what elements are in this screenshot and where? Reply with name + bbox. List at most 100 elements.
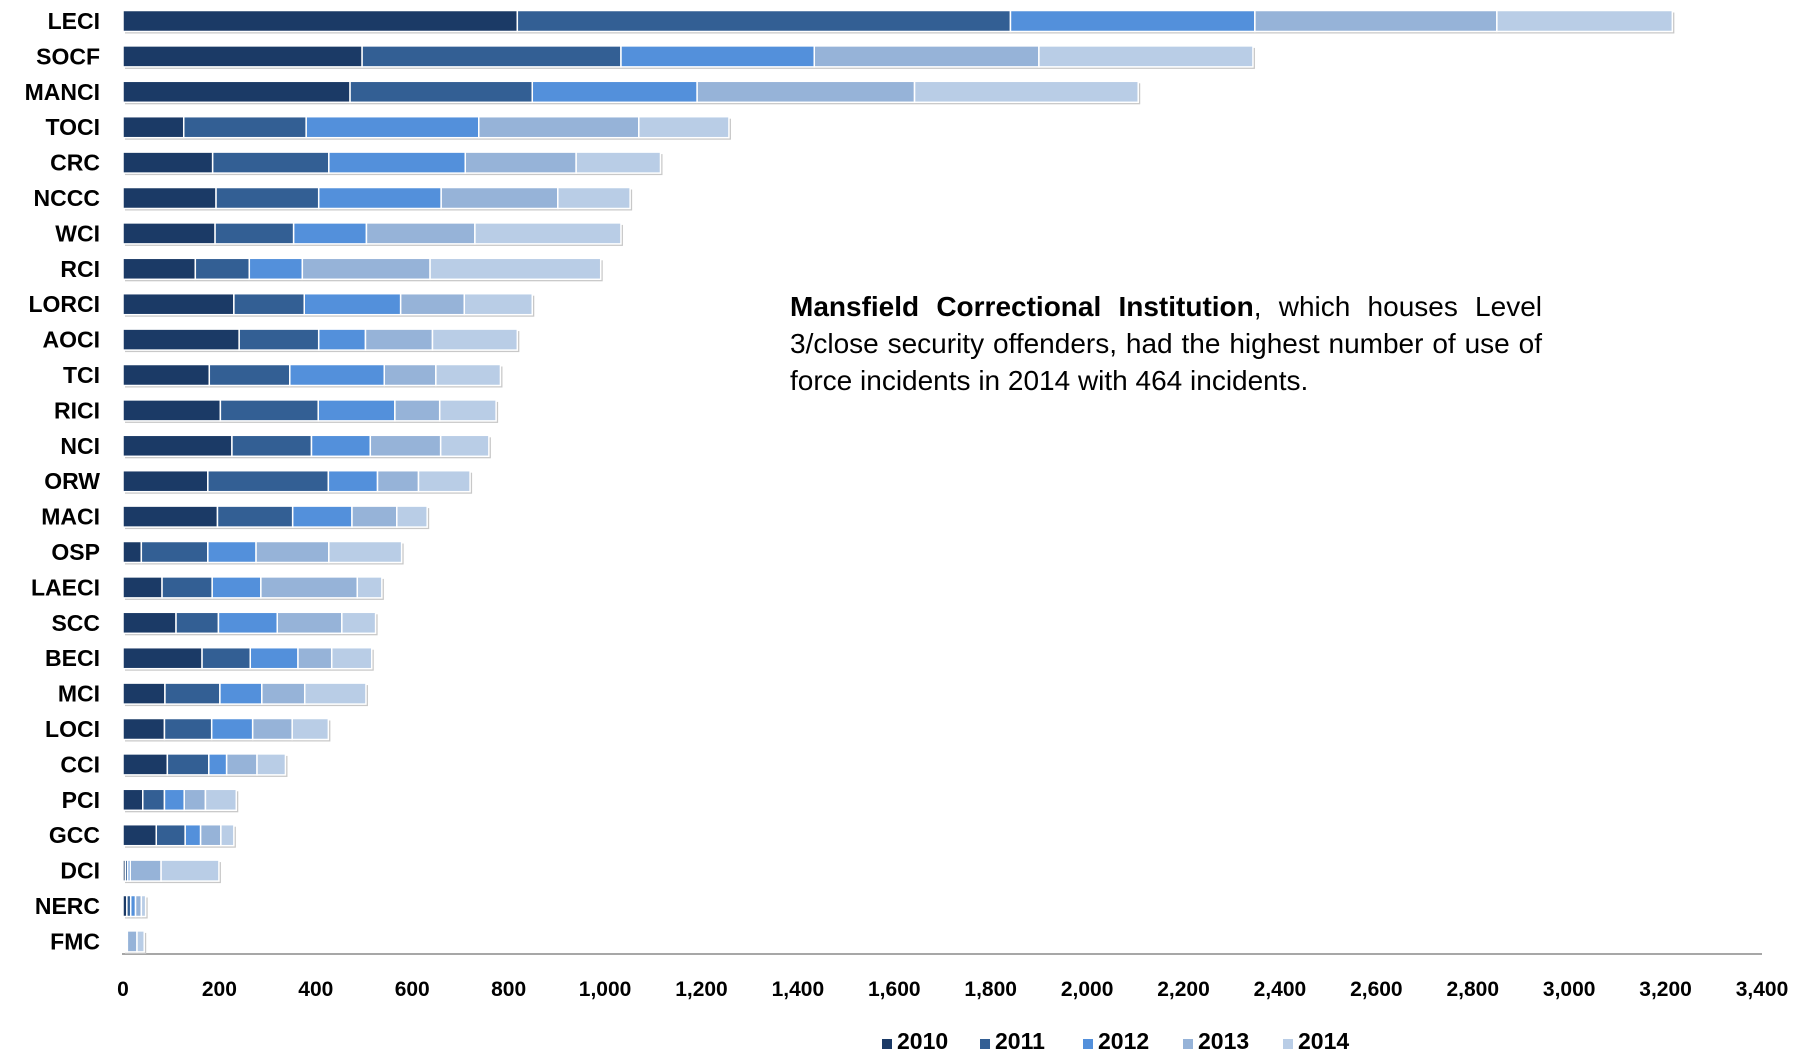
bar-leci-2011	[516, 9, 1012, 33]
x-tick-label: 1,800	[964, 978, 1017, 1001]
bar-scc-2012	[217, 611, 279, 635]
bar-tci-2014	[435, 363, 502, 387]
bar-maci-2012	[291, 505, 353, 528]
x-tick-label: 2,200	[1157, 978, 1210, 1001]
x-tick-label: 1,000	[579, 978, 632, 1001]
bar-mci-2014	[303, 682, 367, 705]
bar-loci-2010	[122, 717, 166, 741]
x-tick-label: 800	[491, 978, 526, 1001]
category-label: AOCI	[43, 327, 101, 353]
bar-tci-2010	[122, 363, 211, 387]
bar-loci-2012	[210, 717, 254, 741]
x-tick-label: 2,000	[1061, 978, 1114, 1001]
bar-crc-2014	[575, 151, 662, 174]
bar-osp-2012	[207, 540, 257, 564]
category-label: NERC	[35, 893, 100, 919]
bar-toci-2012	[305, 115, 480, 139]
x-tick-label: 1,400	[772, 978, 825, 1001]
bar-maci-2011	[216, 505, 294, 528]
bar-cci-2011	[166, 753, 210, 776]
bar-orw-2012	[327, 469, 379, 493]
category-label: FMC	[50, 928, 100, 954]
bar-maci-2014	[396, 505, 428, 528]
bar-wci-2014	[474, 222, 622, 245]
bar-crc-2010	[122, 151, 214, 174]
bar-laeci-2014	[356, 576, 383, 599]
annotation-body: , which houses Level 3/close security of…	[790, 291, 1542, 396]
bar-scc-2010	[122, 611, 177, 635]
category-label: ORW	[44, 468, 100, 494]
bar-beci-2011	[201, 646, 252, 670]
bar-wci-2012	[292, 222, 368, 245]
bar-aoci-2013	[364, 328, 434, 351]
bar-rici-2014	[438, 399, 497, 422]
bar-gcc-2010	[122, 823, 158, 847]
x-tick-label: 2,600	[1350, 978, 1403, 1001]
bar-mci-2011	[164, 682, 221, 705]
category-label: LAECI	[31, 574, 100, 600]
category-label: BECI	[45, 645, 100, 671]
category-label: LORCI	[28, 291, 100, 317]
bar-leci-2014	[1496, 9, 1674, 33]
bar-fmc-2014	[136, 930, 145, 953]
bar-lorci-2014	[463, 292, 534, 316]
x-tick-label: 2,400	[1254, 978, 1307, 1001]
bar-beci-2013	[297, 646, 333, 670]
bar-rici-2011	[219, 399, 319, 422]
x-tick-labels: 0 200 400 600 800 1,000 1,200 1,400 1,600 1,800 2,…	[117, 978, 1788, 1001]
bar-nci-2013	[369, 434, 442, 458]
bar-nci-2012	[310, 434, 372, 458]
bar-pci-2012	[163, 788, 185, 812]
bar-osp-2013	[255, 540, 330, 564]
legend-label-2010: 2010	[897, 1028, 948, 1052]
legend-label-2013: 2013	[1198, 1028, 1249, 1052]
category-label: MCI	[58, 681, 100, 707]
bar-manci-2011	[349, 80, 534, 104]
bar-rci-2010	[122, 257, 197, 281]
legend: 2010 2011 2012 2013 2014	[882, 1028, 1349, 1052]
legend-swatch-2010	[882, 1039, 892, 1049]
bar-socf-2013	[813, 45, 1040, 68]
bar-pci-2010	[122, 788, 144, 812]
bar-nci-2011	[231, 434, 313, 458]
bar-lorci-2011	[233, 292, 306, 316]
category-label: PCI	[62, 787, 100, 813]
bar-socf-2014	[1038, 45, 1254, 68]
bar-dci-2013	[129, 859, 162, 882]
bar-tci-2011	[208, 363, 291, 387]
category-label: MACI	[41, 504, 100, 530]
bar-aoci-2010	[122, 328, 240, 351]
bar-pci-2013	[183, 788, 207, 812]
bar-scc-2011	[175, 611, 220, 635]
legend-swatch-2011	[980, 1039, 990, 1049]
category-label: NCCC	[34, 185, 100, 211]
category-label: NCI	[60, 433, 100, 459]
category-label: OSP	[51, 539, 100, 565]
bar-manci-2013	[696, 80, 916, 104]
category-label: MANCI	[25, 79, 100, 105]
bar-nccc-2012	[317, 186, 442, 210]
bar-scc-2014	[341, 611, 377, 635]
legend-swatch-2014	[1283, 1039, 1293, 1049]
category-label: TOCI	[45, 114, 100, 140]
bar-manci-2014	[913, 80, 1139, 104]
legend-label-2012: 2012	[1098, 1028, 1149, 1052]
bar-nccc-2010	[122, 186, 217, 210]
bar-laeci-2010	[122, 576, 163, 599]
bar-beci-2014	[330, 646, 373, 670]
bar-socf-2010	[122, 45, 363, 68]
x-tick-label: 400	[298, 978, 333, 1001]
bar-rici-2012	[317, 399, 396, 422]
bar-gcc-2014	[220, 823, 235, 847]
category-labels: LECI SOCF MANCI TOCI CRC NCCC WCI RCI LORCI AOCI T…	[25, 8, 101, 954]
bar-maci-2010	[122, 505, 219, 528]
bar-tci-2012	[289, 363, 386, 387]
bar-beci-2010	[122, 646, 203, 670]
bar-crc-2011	[211, 151, 330, 174]
category-label: RCI	[60, 256, 100, 282]
x-tick-label: 200	[202, 978, 237, 1001]
category-label: TCI	[63, 362, 100, 388]
category-label: RICI	[54, 397, 100, 423]
bar-loci-2013	[251, 717, 293, 741]
